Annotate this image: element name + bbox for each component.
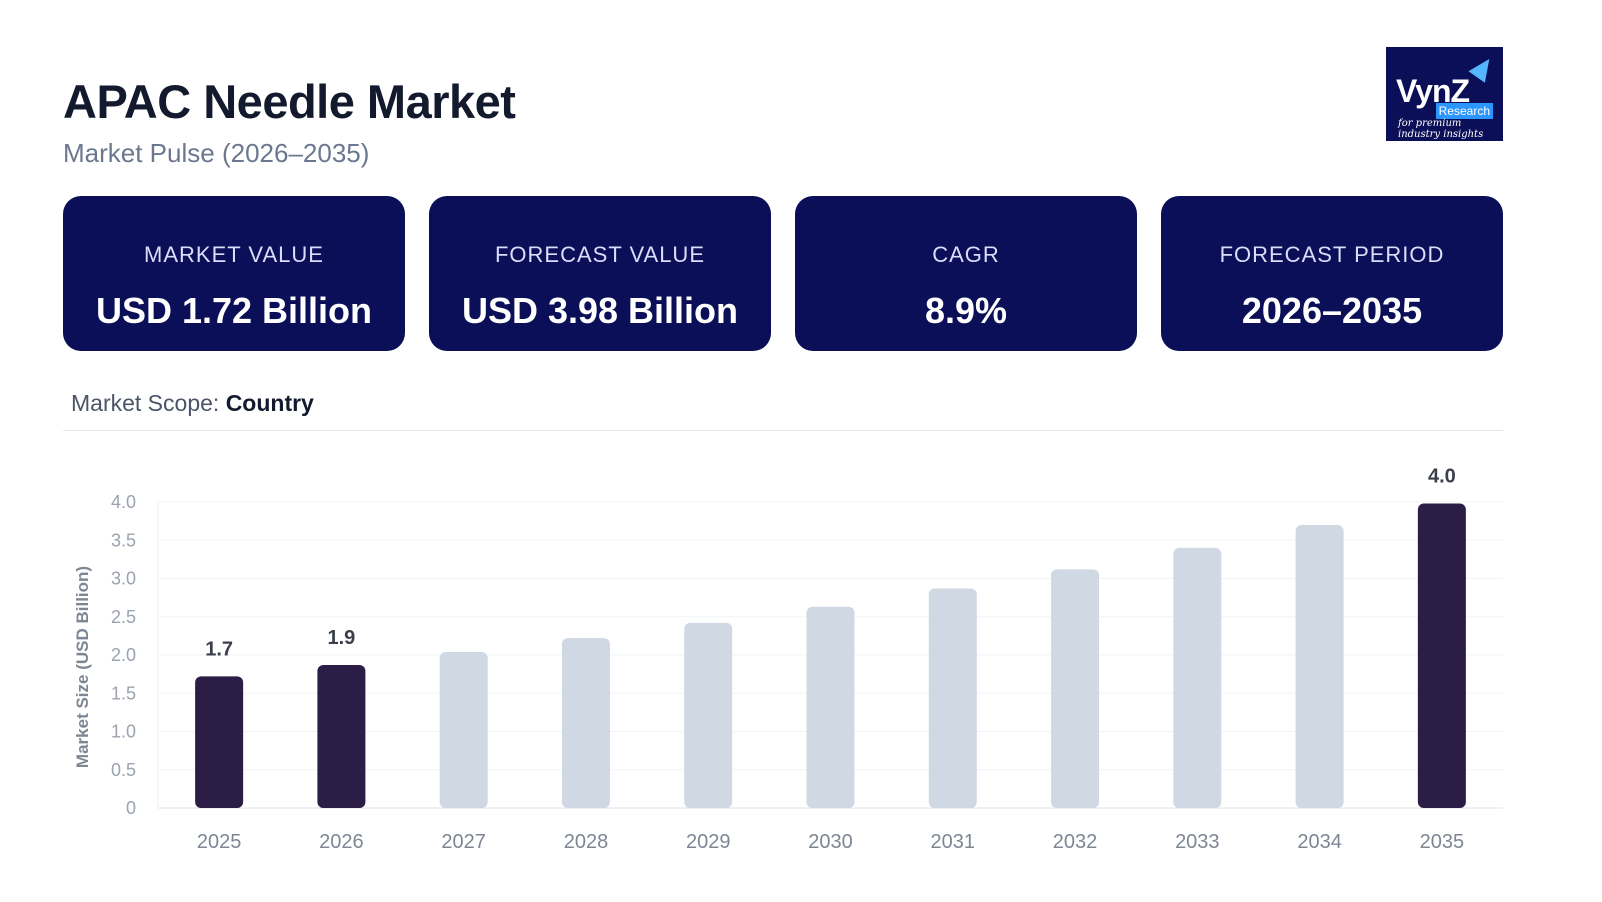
forecast-period-card: FORECAST PERIOD 2026–2035 [1161, 196, 1503, 351]
y-tick-label: 1.0 [111, 722, 136, 742]
x-tick-label: 2032 [1053, 831, 1098, 853]
company-logo: VynZ Research for premium industry insig… [1386, 47, 1503, 141]
x-tick-label: 2026 [319, 831, 364, 853]
page-title: APAC Needle Market [63, 75, 516, 128]
card-label: FORECAST VALUE [494, 242, 705, 267]
card-value: USD 3.98 Billion [461, 290, 739, 331]
x-tick-label: 2028 [564, 831, 609, 853]
y-tick-label: 1.5 [111, 683, 136, 703]
bar-2030 [806, 606, 855, 808]
x-tick-label: 2027 [441, 831, 486, 853]
card-label: FORECAST PERIOD [1219, 242, 1445, 267]
card-value: USD 1.72 Billion [95, 290, 373, 331]
y-tick-label: 2.0 [111, 645, 136, 665]
market-scope: Market Scope: Country [71, 390, 314, 417]
y-tick-label: 3.5 [111, 530, 136, 550]
data-label: 4.0 [1428, 466, 1456, 488]
bar-2028 [561, 638, 610, 808]
cagr-card: CAGR 8.9% [795, 196, 1137, 351]
divider [63, 430, 1503, 431]
page-subtitle: Market Pulse (2026–2035) [63, 138, 370, 168]
card-value: 8.9% [924, 290, 1008, 331]
y-tick-label: 2.5 [111, 607, 136, 627]
y-tick-label: 0.5 [111, 760, 136, 780]
scope-prefix: Market Scope: [71, 390, 220, 416]
arrow-icon [1468, 53, 1498, 83]
y-tick-label: 3.0 [111, 569, 136, 589]
x-tick-label: 2031 [931, 831, 976, 853]
y-axis-title: Market Size (USD Billion) [73, 566, 92, 768]
x-tick-label: 2030 [808, 831, 853, 853]
bar-2025 [195, 676, 244, 808]
data-label: 1.9 [328, 627, 356, 649]
x-tick-label: 2029 [686, 831, 731, 853]
data-label: 1.7 [205, 638, 233, 660]
x-tick-label: 2035 [1420, 831, 1465, 853]
card-label: MARKET VALUE [144, 242, 324, 267]
y-tick-label: 0 [126, 798, 136, 818]
kpi-cards: MARKET VALUE USD 1.72 Billion FORECAST V… [63, 196, 1503, 351]
bar-2034 [1295, 524, 1344, 808]
logo-tagline: for premium industry insights [1398, 118, 1484, 140]
bar-2027 [439, 651, 488, 808]
market-value-card: MARKET VALUE USD 1.72 Billion [63, 196, 405, 351]
x-tick-label: 2033 [1175, 831, 1220, 853]
scope-value: Country [225, 390, 314, 416]
forecast-value-card: FORECAST VALUE USD 3.98 Billion [429, 196, 771, 351]
logo-sub: Research [1435, 103, 1493, 119]
bar-2026 [317, 664, 366, 808]
bar-2032 [1051, 569, 1100, 808]
x-tick-label: 2034 [1297, 831, 1342, 853]
y-tick-label: 4.0 [111, 492, 136, 512]
card-label: CAGR [932, 242, 1000, 267]
x-tick-label: 2025 [197, 831, 242, 853]
bar-2035 [1417, 503, 1466, 808]
bar-2031 [928, 588, 977, 808]
bar-2033 [1173, 547, 1222, 808]
bar-chart: 0 0.5 1.0 1.5 2.0 2.5 3.0 3.5 4.0 Market Size (US… [73, 466, 1503, 853]
bar-2029 [684, 622, 733, 808]
card-value: 2026–2035 [1241, 290, 1423, 331]
